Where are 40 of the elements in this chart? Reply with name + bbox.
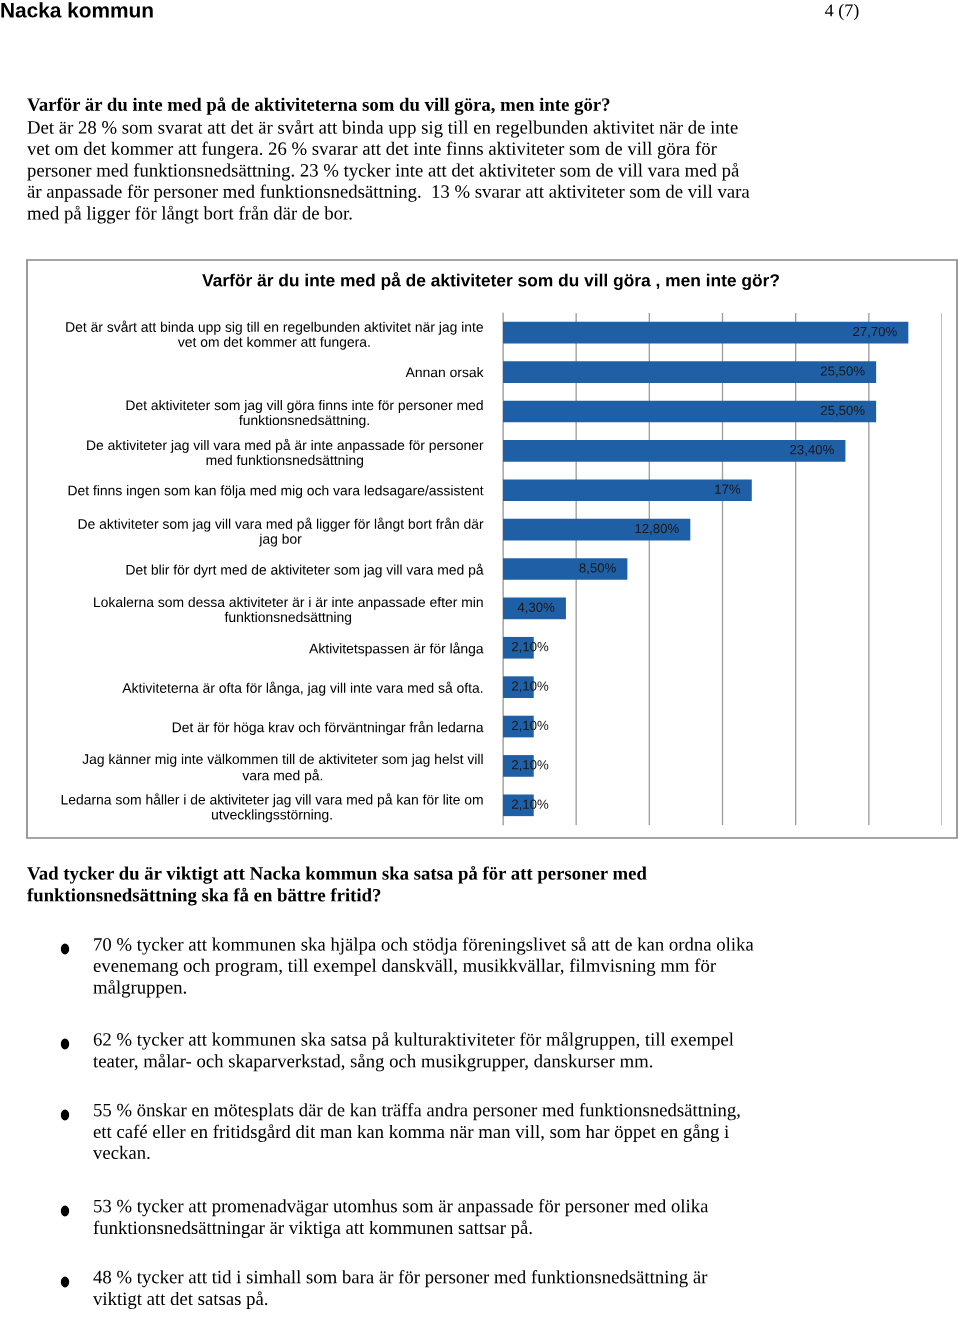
text: 4 (7) (825, 3, 859, 21)
y-tick-label: Det blir för dyrt med de aktiviteter som jag vill vara med på (126, 563, 484, 578)
text: Varför är du inte med på de aktiviteterna som du vill göra, men inte gör? (27, 97, 610, 115)
bar (503, 321, 909, 344)
text: Det är 28 % som svarat att det är svårt att binda upp sig till en regelbunden aktivitet när de inte vet om det kommer att fungera. 26 % svarar att det inte finns aktiviteter som de vill göra för personer med funktionsnedsättning. 23 % tycker inte att det aktiviteter som de vill vara med på är anpassade för personer med funktionsnedsättning. 13 % svarar att aktiviteter som de vill vara med på ligger för långt bort från där de bor. (27, 120, 750, 224)
data-label: 27,70% (853, 326, 897, 338)
y-tick-label: Annan orsak (405, 367, 484, 378)
y-tick-label: De aktiviteter som jag vill vara med på ligger för långt bort från där jag bor (78, 517, 484, 547)
y-tick-label: Lokalerna som dessa aktiviteter är i är inte anpassade efter min funktionsnedsättning (94, 596, 483, 625)
text: 48 % tycker att tid i simhall som bara är för personer med funktionsnedsättning är viktigt att det satsas på. (93, 1270, 708, 1309)
text: 62 % tycker att kommunen ska satsa på kulturaktiviteter för målgruppen, till exempel teater, målar- och skaparverkstad, sång och musikgrupper, danskurser mm. (93, 1032, 734, 1072)
data-label: 25,50% (820, 366, 865, 378)
bar (503, 400, 877, 423)
y-tick-label: Det finns ingen som kan följa med mig och vara ledsagare/assistent (68, 485, 484, 499)
y-tick-label: Jag känner mig inte välkommen till de aktiviteter som jag helst vill vara med på. (82, 753, 483, 784)
text: 70 % tycker att kommunen ska hjälpa och stödja föreningslivet så att de kan ordna olika evenemang och program, till exempel danskväll, musikkvällar, filmvisning mm för målgruppen. (93, 937, 754, 998)
y-tick-label: Aktiviteterna är ofta för långa, jag vill inte vara med så ofta. (122, 681, 483, 696)
y-tick-label: Aktivitetspassen är för långa (309, 642, 484, 657)
bar (503, 361, 877, 383)
y-tick-label: Det är för höga krav och förväntningar från ledarna (172, 720, 484, 736)
bar (503, 558, 628, 580)
data-label: 17% (715, 484, 741, 494)
text: Vad tycker du är viktigt att Nacka kommun ska satsa på för att personer med funktionsnedsättning ska få en bättre fritid? (27, 866, 647, 906)
text: Nacka kommun (1, 2, 153, 18)
text: 53 % tycker att promenadvägar utomhus som är anpassade för personer med olika funktionsnedsättningar är viktiga att kommunen sattsar på. (93, 1199, 709, 1238)
y-tick-label: Det är svårt att binda upp sig till en regelbunden aktivitet när jag inte vet om det kommer att fungera. (66, 320, 483, 350)
data-label: 12,80% (635, 523, 679, 535)
bar (503, 597, 566, 620)
bar (503, 479, 752, 502)
bar (503, 518, 691, 541)
text: 55 % önskar en mötesplats där de kan träffa andra personer med funktionsnedsättning, ett café eller en fritidsgård dit man kan komma när man vill, som har öppet en gång i veckan. (93, 1103, 740, 1160)
chart-title: Varför är du inte med på de aktiviteter som du vill göra , men inte gör? (202, 272, 779, 290)
data-label: 25,50% (820, 405, 865, 417)
bar (503, 440, 846, 462)
y-tick-label: Det aktiviteter som jag vill göra finns inte för personer med funktionsnedsättning. (126, 399, 483, 428)
y-tick-label: Ledarna som håller i de aktiviteter jag vill vara med på kan för lite om utvecklingsstörning. (61, 793, 483, 823)
data-label: 23,40% (790, 445, 834, 456)
y-tick-label: De aktiviteter jag vill vara med på är inte anpassade för personer med funktionsnedsättning (87, 438, 484, 468)
data-label: 4,30% (517, 602, 555, 614)
data-label: 8,50% (579, 563, 616, 575)
